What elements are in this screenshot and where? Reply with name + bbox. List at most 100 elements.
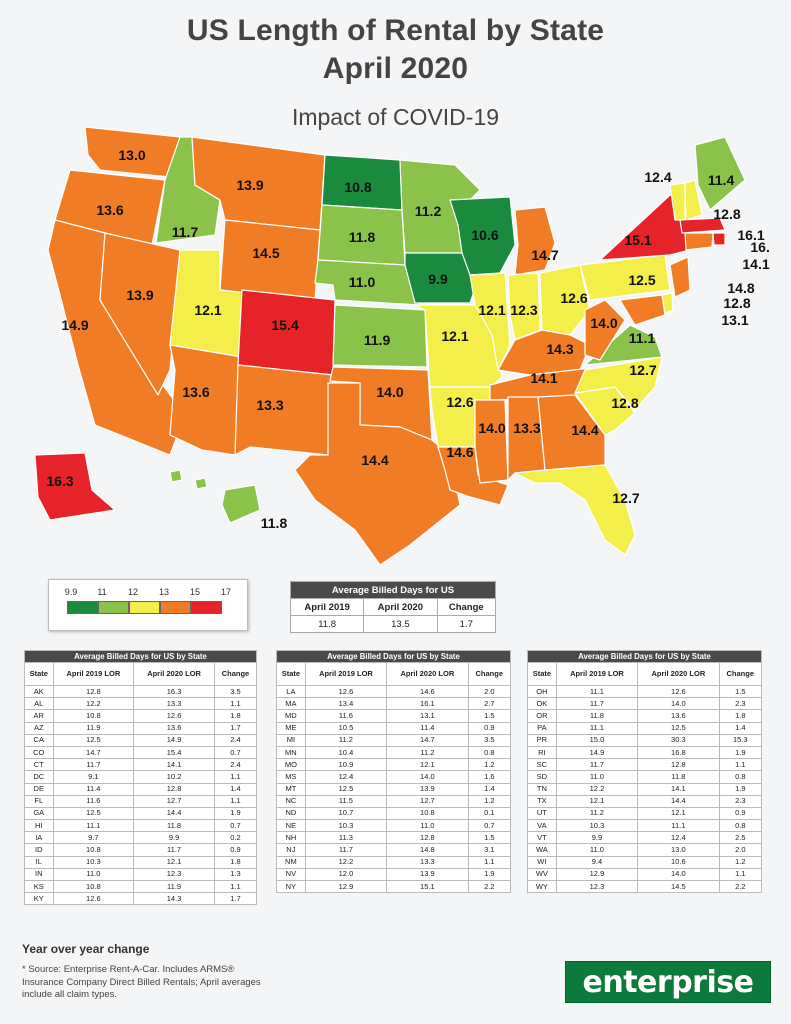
- state-label-mo: 12.1: [441, 328, 468, 344]
- state-label-md: 13.1: [721, 312, 748, 328]
- table-cell: 11.0: [386, 819, 469, 833]
- state-ms: [474, 399, 509, 484]
- us-summary-header: Change: [436, 598, 496, 616]
- state-ga: [537, 394, 606, 471]
- table-cell: 1.4: [718, 721, 763, 735]
- table-cell: 12.6: [304, 684, 388, 699]
- state-table-column-header: April 2019 LOR: [52, 662, 135, 686]
- table-cell: 12.3: [133, 867, 215, 882]
- table-row: ID 10.8 11.7 0.9: [24, 843, 258, 857]
- state-label-ne: 11.0: [349, 274, 376, 290]
- table-row: NC 11.5 12.7 1.2: [276, 794, 512, 808]
- table-cell: 1.3: [213, 867, 258, 882]
- table-cell: NY: [276, 879, 306, 894]
- table-row: FL 11.6 12.7 1.1: [24, 794, 258, 808]
- state-label-ms: 14.0: [478, 420, 505, 436]
- state-table-column-header: April 2019 LOR: [555, 662, 639, 686]
- table-cell: 2.0: [467, 684, 512, 699]
- state-table-title: Average Billed Days for US by State: [276, 650, 511, 663]
- table-cell: 1.1: [718, 867, 763, 882]
- table-cell: 11.6: [304, 709, 388, 723]
- logo-text: enterprise: [582, 964, 754, 1000]
- table-cell: 11.8: [133, 819, 215, 833]
- table-cell: 15.0: [555, 733, 639, 747]
- state-label-mi: 14.7: [531, 247, 558, 263]
- us-summary-value: 1.7: [436, 615, 496, 633]
- state-label-hi: 11.8: [261, 515, 288, 531]
- table-cell: 0.8: [467, 745, 512, 760]
- table-cell: 12.2: [52, 697, 135, 711]
- state-label-tn: 14.1: [530, 370, 557, 386]
- table-cell: PA: [527, 721, 557, 735]
- table-cell: 14.5: [637, 879, 720, 894]
- table-cell: 12.8: [133, 782, 215, 796]
- table-cell: AZ: [24, 721, 54, 735]
- table-row: IN 11.0 12.3 1.3: [24, 867, 258, 882]
- table-cell: TN: [527, 782, 557, 796]
- table-row: WI 9.4 10.6 1.2: [527, 855, 763, 869]
- state-label-nd: 10.8: [344, 179, 371, 195]
- page-title: US Length of Rental by State: [186, 14, 605, 47]
- table-cell: 16.1: [386, 697, 469, 711]
- legend-color-bar: [67, 601, 222, 614]
- table-cell: 12.6: [637, 684, 720, 699]
- table-cell: 3.5: [467, 733, 512, 747]
- table-cell: TX: [527, 794, 557, 808]
- table-cell: MN: [276, 745, 306, 760]
- table-cell: 12.1: [133, 855, 215, 869]
- table-cell: NH: [276, 831, 306, 845]
- table-cell: 11.8: [637, 770, 720, 784]
- table-cell: 11.8: [555, 709, 639, 723]
- table-row: NE 10.3 11.0 0.7: [276, 819, 512, 833]
- table-row: CO 14.7 15.4 0.7: [24, 745, 258, 760]
- table-row: LA 12.6 14.6 2.0: [276, 684, 512, 699]
- table-cell: 9.7: [52, 831, 135, 845]
- table-cell: 15.1: [386, 879, 469, 894]
- table-cell: NM: [276, 855, 306, 869]
- state-label-de: 12.8: [723, 295, 750, 311]
- state-nh: [684, 179, 703, 221]
- table-cell: PR: [527, 733, 557, 747]
- table-cell: 11.1: [555, 721, 639, 735]
- state-me: [694, 136, 746, 211]
- table-cell: 1.1: [718, 758, 763, 772]
- table-cell: MS: [276, 770, 306, 784]
- table-row: KS 10.8 11.9 1.1: [24, 879, 258, 894]
- table-cell: GA: [24, 806, 54, 821]
- table-cell: FL: [24, 794, 54, 808]
- table-row: CT 11.7 14.1 2.4: [24, 758, 258, 772]
- table-cell: 3.1: [467, 843, 512, 857]
- table-cell: LA: [276, 684, 306, 699]
- table-cell: 11.4: [52, 782, 135, 796]
- table-cell: 14.6: [386, 684, 469, 699]
- table-cell: 11.7: [52, 758, 135, 772]
- table-row: HI 11.1 11.8 0.7: [24, 819, 258, 833]
- table-cell: SD: [527, 770, 557, 784]
- state-label-ri: 16.8: [750, 239, 770, 255]
- state-table-column-header: State: [276, 662, 306, 686]
- table-cell: 0.7: [467, 819, 512, 833]
- table-cell: 11.9: [52, 721, 135, 735]
- table-cell: 12.4: [637, 831, 720, 845]
- table-row: OR 11.8 13.6 1.8: [527, 709, 763, 723]
- legend-tick-label: 17: [220, 587, 232, 597]
- legend-tick-label: 11: [97, 587, 107, 597]
- state-label-co: 15.4: [271, 317, 298, 333]
- state-ks: [332, 304, 428, 368]
- table-cell: 1.8: [213, 855, 258, 869]
- table-cell: 1.9: [467, 867, 512, 882]
- table-cell: 0.7: [213, 819, 258, 833]
- table-cell: IA: [24, 831, 54, 845]
- table-cell: WI: [527, 855, 557, 869]
- legend-tick-label: 12: [127, 587, 139, 597]
- table-cell: 0.9: [718, 806, 763, 821]
- table-cell: 12.2: [555, 782, 639, 796]
- state-label-sc: 12.8: [611, 395, 638, 411]
- state-label-wy: 14.5: [252, 245, 279, 261]
- table-cell: VA: [527, 819, 557, 833]
- state-label-ky: 14.3: [546, 341, 573, 357]
- table-cell: 9.9: [555, 831, 639, 845]
- table-cell: 1.1: [213, 770, 258, 784]
- table-cell: 1.1: [213, 794, 258, 808]
